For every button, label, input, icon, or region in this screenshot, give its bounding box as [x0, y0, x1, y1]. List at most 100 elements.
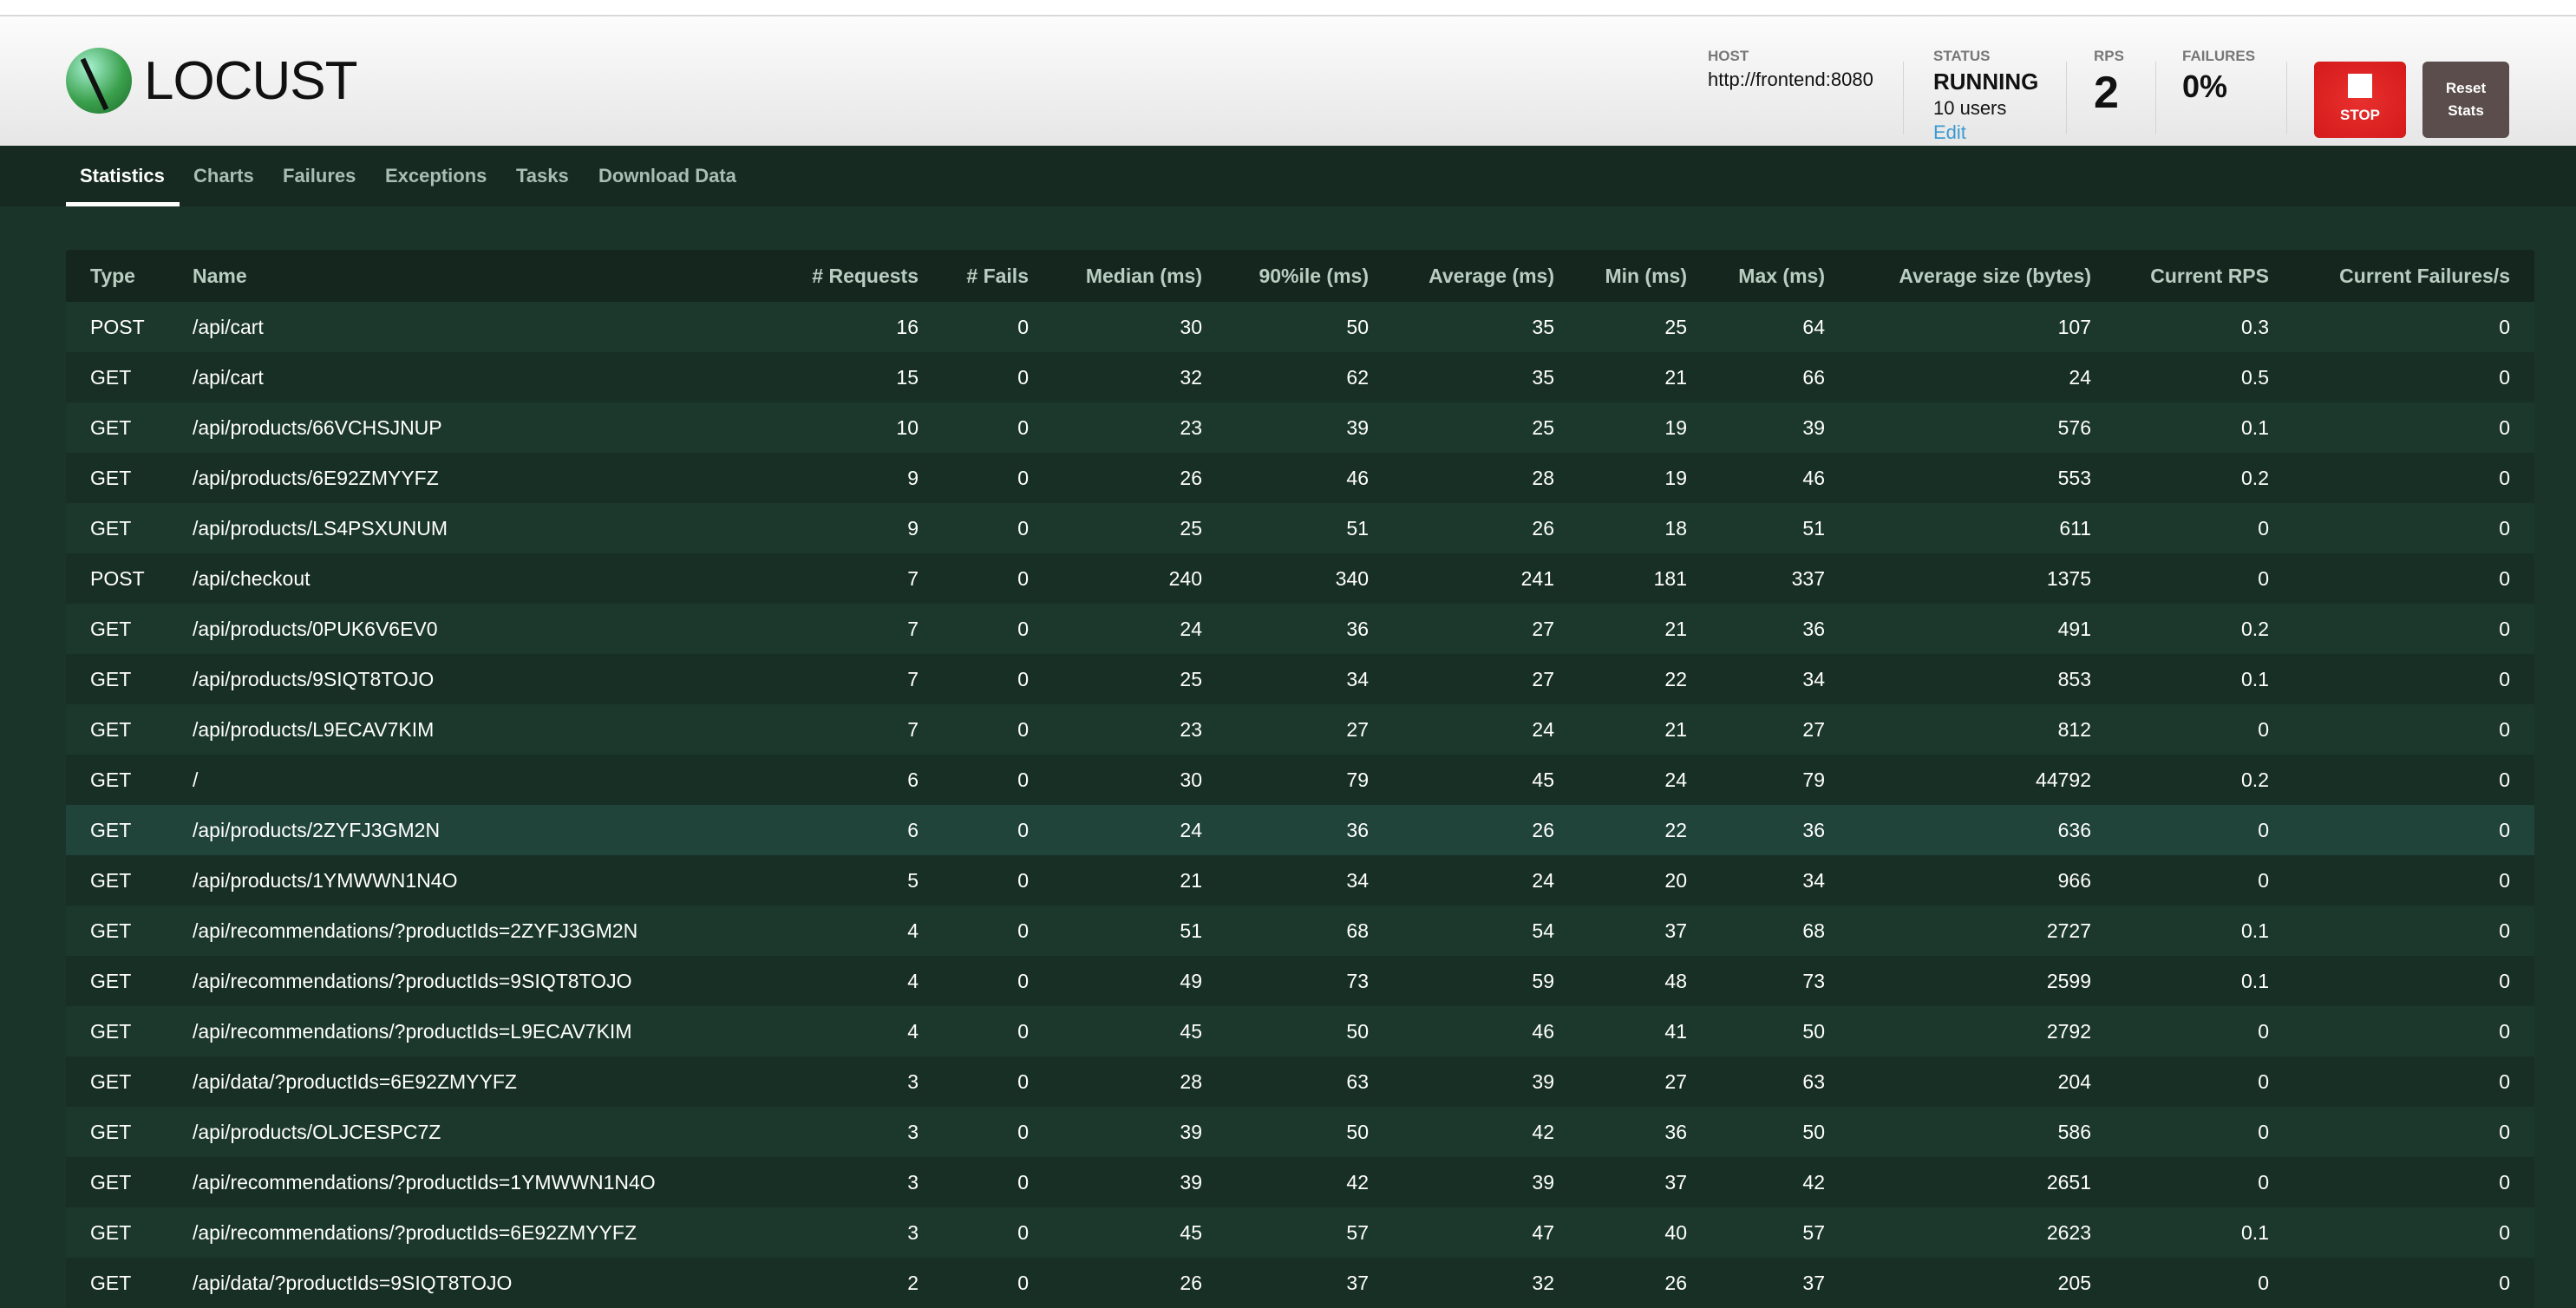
cell-average: 26	[1369, 805, 1554, 855]
cell-median: 30	[1029, 302, 1202, 352]
cell-average: 39	[1369, 1157, 1554, 1207]
cell-fails: 0	[919, 553, 1029, 604]
cell-min: 19	[1554, 453, 1687, 503]
cell-current-failures: 0	[2269, 1258, 2534, 1308]
table-row: GET/api/products/LS4PSXUNUM 9 0 25 51 26 18 51 6…	[66, 503, 2534, 553]
host-stat: HOST http://frontend:8080	[1708, 48, 1873, 91]
cell-p90: 62	[1202, 352, 1369, 402]
column-header-median[interactable]: Median (ms)	[1029, 250, 1202, 302]
header: LOCUST HOST http://frontend:8080 STATUS …	[0, 16, 2576, 146]
cell-max: 64	[1687, 302, 1825, 352]
cell-average: 42	[1369, 1107, 1554, 1157]
cell-name: /api/products/OLJCESPC7Z	[193, 1107, 781, 1157]
cell-requests: 4	[781, 956, 919, 1006]
cell-fails: 0	[919, 906, 1029, 956]
cell-max: 34	[1687, 855, 1825, 906]
cell-median: 21	[1029, 855, 1202, 906]
cell-current-failures: 0	[2269, 805, 2534, 855]
cell-type: GET	[66, 453, 193, 503]
table-row: GET/api/products/1YMWWN1N4O 5 0 21 34 24 20 34 9…	[66, 855, 2534, 906]
cell-p90: 68	[1202, 906, 1369, 956]
cell-current-rps: 0	[2091, 1056, 2269, 1107]
cell-max: 73	[1687, 956, 1825, 1006]
column-header-min[interactable]: Min (ms)	[1554, 250, 1687, 302]
column-header-current-failures[interactable]: Current Failures/s	[2269, 250, 2534, 302]
cell-min: 27	[1554, 1056, 1687, 1107]
cell-current-failures: 0	[2269, 1207, 2534, 1258]
cell-current-rps: 0.1	[2091, 402, 2269, 453]
cell-max: 57	[1687, 1207, 1825, 1258]
cell-p90: 46	[1202, 453, 1369, 503]
cell-p90: 50	[1202, 1006, 1369, 1056]
edit-users-link[interactable]: Edit	[1933, 121, 1966, 143]
cell-requests: 7	[781, 553, 919, 604]
cell-min: 48	[1554, 956, 1687, 1006]
cell-requests: 5	[781, 855, 919, 906]
tab-charts[interactable]: Charts	[193, 165, 254, 186]
cell-type: GET	[66, 1006, 193, 1056]
cell-name: /api/products/6E92ZMYYFZ	[193, 453, 781, 503]
column-header-max[interactable]: Max (ms)	[1687, 250, 1825, 302]
column-header-average[interactable]: Average (ms)	[1369, 250, 1554, 302]
column-header-current-rps[interactable]: Current RPS	[2091, 250, 2269, 302]
cell-max: 37	[1687, 1258, 1825, 1308]
cell-type: POST	[66, 553, 193, 604]
locust-logo[interactable]: LOCUST	[66, 48, 357, 114]
cell-p90: 73	[1202, 956, 1369, 1006]
cell-median: 24	[1029, 805, 1202, 855]
table-row: GET/api/cart 15 0 32 62 35 21 66 24 0.5 0	[66, 352, 2534, 402]
cell-requests: 3	[781, 1207, 919, 1258]
cell-name: /api/recommendations/?productIds=6E92ZMY…	[193, 1207, 781, 1258]
table-row: GET/api/recommendations/?productIds=6E92…	[66, 1207, 2534, 1258]
cell-max: 79	[1687, 755, 1825, 805]
tab-tasks[interactable]: Tasks	[516, 165, 569, 186]
cell-min: 26	[1554, 1258, 1687, 1308]
cell-max: 51	[1687, 503, 1825, 553]
cell-average: 54	[1369, 906, 1554, 956]
cell-current-failures: 0	[2269, 654, 2534, 704]
column-header-requests[interactable]: # Requests	[781, 250, 919, 302]
cell-requests: 6	[781, 755, 919, 805]
column-header-name[interactable]: Name	[193, 250, 781, 302]
rps-value: 2	[2094, 68, 2119, 118]
cell-p90: 39	[1202, 402, 1369, 453]
tab-failures[interactable]: Failures	[283, 165, 356, 186]
cell-average: 26	[1369, 503, 1554, 553]
stop-label: STOP	[2340, 107, 2380, 123]
cell-current-rps: 0	[2091, 1006, 2269, 1056]
cell-p90: 34	[1202, 855, 1369, 906]
cell-name: /api/data/?productIds=6E92ZMYYFZ	[193, 1056, 781, 1107]
cell-current-rps: 0.1	[2091, 654, 2269, 704]
cell-min: 21	[1554, 704, 1687, 755]
tab-exceptions[interactable]: Exceptions	[385, 165, 487, 186]
table-row: GET/api/data/?productIds=6E92ZMYYFZ 3 0 28 6…	[66, 1056, 2534, 1107]
cell-average: 27	[1369, 654, 1554, 704]
rps-stat: RPS 2	[2094, 48, 2124, 119]
table-row: GET/api/products/66VCHSJNUP 10 0 23 39 25 19 39…	[66, 402, 2534, 453]
cell-max: 50	[1687, 1107, 1825, 1157]
cell-min: 37	[1554, 1157, 1687, 1207]
cell-type: GET	[66, 1157, 193, 1207]
tab-statistics[interactable]: Statistics	[80, 165, 165, 186]
cell-p90: 50	[1202, 1107, 1369, 1157]
column-header-p90[interactable]: 90%ile (ms)	[1202, 250, 1369, 302]
cell-p90: 34	[1202, 654, 1369, 704]
column-header-fails[interactable]: # Fails	[919, 250, 1029, 302]
stop-button[interactable]: STOP	[2314, 62, 2406, 138]
cell-min: 22	[1554, 654, 1687, 704]
column-header-avg-size[interactable]: Average size (bytes)	[1825, 250, 2091, 302]
table-row: GET/api/recommendations/?productIds=9SIQ…	[66, 956, 2534, 1006]
cell-min: 25	[1554, 302, 1687, 352]
cell-max: 39	[1687, 402, 1825, 453]
reset-stats-button[interactable]: Reset Stats	[2422, 62, 2509, 138]
cell-type: GET	[66, 654, 193, 704]
failures-value: 0%	[2182, 69, 2228, 104]
cell-min: 22	[1554, 805, 1687, 855]
divider	[2066, 62, 2067, 134]
cell-p90: 36	[1202, 604, 1369, 654]
column-header-type[interactable]: Type	[66, 250, 193, 302]
cell-current-failures: 0	[2269, 755, 2534, 805]
cell-median: 51	[1029, 906, 1202, 956]
tab-download-data[interactable]: Download Data	[598, 165, 736, 186]
cell-min: 181	[1554, 553, 1687, 604]
